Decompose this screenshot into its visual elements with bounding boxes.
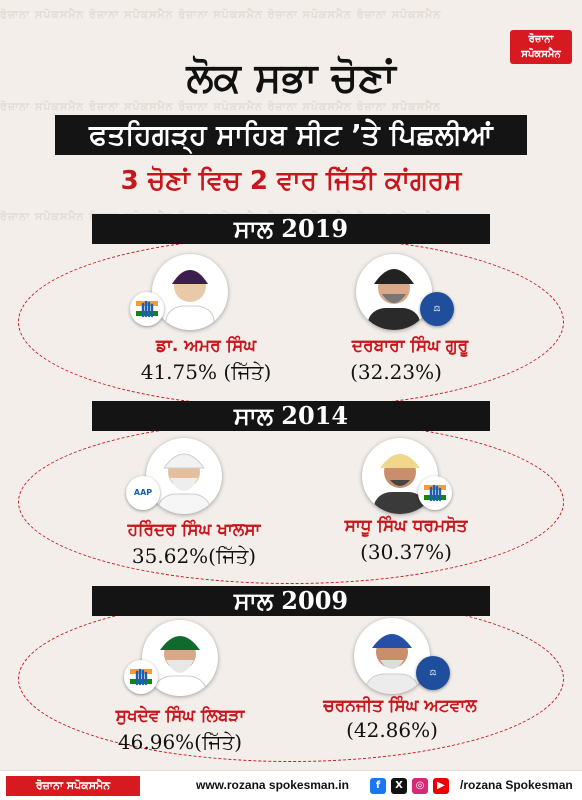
congress-hand-icon	[124, 660, 158, 694]
social-handle[interactable]: /rozana Spokesman	[460, 778, 573, 792]
person-icon	[368, 269, 420, 330]
person-icon	[153, 636, 207, 696]
instagram-icon[interactable]: ◎	[412, 778, 428, 794]
watermark-row: ਰੋਜ਼ਾਨਾ ਸਪੋਕਸਮੈਨ ਰੋਜ਼ਾਨਾ ਸਪੋਕਸਮੈਨ ਰੋਜ਼ਾਨ…	[0, 8, 442, 21]
candidate-photo	[356, 254, 432, 330]
person-icon	[374, 454, 426, 514]
candidate-result: (32.23%)	[350, 360, 442, 384]
candidate-name: ਡਾ. ਅਮਰ ਸਿੰਘ	[156, 336, 256, 356]
candidate-photo	[152, 254, 228, 330]
candidate-photo	[362, 438, 438, 514]
candidate-name: ਚਰਨਜੀਤ ਸਿੰਘ ਅਟਵਾਲ	[323, 696, 477, 716]
congress-hand-icon	[418, 476, 452, 510]
watermark-row: ਰੋਜ਼ਾਨਾ ਸਪੋਕਸਮੈਨ ਰੋਜ਼ਾਨਾ ਸਪੋਕਸਮੈਨ ਰੋਜ਼ਾਨ…	[0, 100, 442, 113]
year-bar-2019: ਸਾਲ 2019	[92, 214, 490, 244]
headline-title: ਲੋਕ ਸਭਾ ਚੋਣਾਂ	[186, 55, 396, 101]
candidate-result: 35.62%(ਜਿੱਤੇ)	[131, 544, 257, 568]
person-icon	[165, 270, 215, 330]
website-link[interactable]: www.rozana spokesman.in	[196, 778, 349, 792]
candidate-name: ਸੁਖਦੇਵ ਸਿੰਘ ਲਿਬੜਾ	[115, 706, 245, 726]
candidate-name: ਸਾਧੂ ਸਿੰਘ ਧਰਮਸੋਤ	[344, 516, 468, 536]
youtube-icon[interactable]: ▶	[433, 778, 449, 794]
candidate-result: (30.37%)	[360, 540, 452, 564]
brand-logo: ਰੋਜ਼ਾਨਾ ਸਪੋਕਸਮੈਨ	[510, 30, 572, 64]
headline-subtitle-bar: ਫਤਹਿਗੜ੍ਹ ਸਾਹਿਬ ਸੀਟ ’ਤੇ ਪਿਛਲੀਆਂ	[55, 115, 527, 155]
congress-hand-icon	[130, 292, 164, 326]
headline-summary: 3 ਚੋਣਾਂ ਵਿਚ 2 ਵਾਰ ਜਿੱਤੀ ਕਾਂਗਰਸ	[120, 166, 462, 196]
candidate-name: ਦਰਬਾਰਾ ਸਿੰਘ ਗੁਰੂ	[351, 336, 469, 356]
year-bar-2014: ਸਾਲ 2014	[92, 401, 490, 431]
footer-bar: ਰੋਜ਼ਾਨਾ ਸਪੋਕਸਮੈਨ www.rozana spokesman.in…	[0, 770, 582, 800]
candidate-photo	[142, 620, 218, 696]
candidate-result: 46.96%(ਜਿੱਤੇ)	[117, 730, 243, 754]
person-icon	[157, 453, 211, 514]
candidate-name: ਹਰਿੰਦਰ ਸਿੰਘ ਖਾਲਸਾ	[127, 520, 261, 540]
facebook-icon[interactable]: f	[370, 778, 386, 794]
x-icon[interactable]: X	[391, 778, 407, 794]
candidate-photo	[146, 438, 222, 514]
aap-broom-icon: AAP	[126, 476, 160, 510]
bsp-scales-icon: ⚖	[416, 656, 450, 690]
candidate-result: (42.86%)	[346, 718, 438, 742]
footer-brand: ਰੋਜ਼ਾਨਾ ਸਪੋਕਸਮੈਨ	[6, 776, 140, 796]
year-bar-2009: ਸਾਲ 2009	[92, 586, 490, 616]
bsp-scales-icon: ⚖	[420, 292, 454, 326]
candidate-result: 41.75% (ਜਿੱਤੇ)	[140, 360, 272, 384]
person-icon	[365, 634, 419, 694]
